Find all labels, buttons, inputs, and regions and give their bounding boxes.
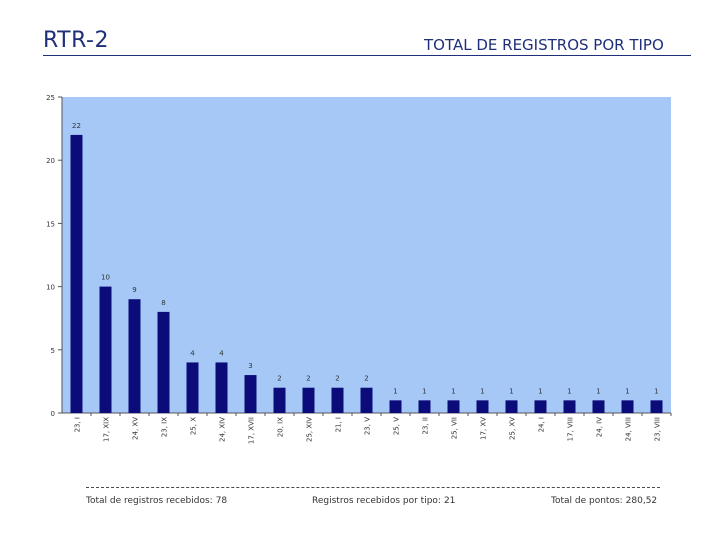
x-tick-label: 23, I xyxy=(74,417,82,432)
x-tick-label: 25, XIV xyxy=(306,417,314,442)
data-label: 2 xyxy=(277,375,281,383)
data-label: 2 xyxy=(364,375,368,383)
data-label: 1 xyxy=(567,387,571,395)
data-label: 22 xyxy=(72,122,81,130)
bar xyxy=(331,387,344,413)
data-label: 1 xyxy=(393,387,397,395)
bar xyxy=(389,400,402,413)
bar xyxy=(128,299,141,413)
bar xyxy=(99,286,112,413)
bar xyxy=(592,400,605,413)
data-label: 1 xyxy=(654,387,658,395)
x-tick-label: 17, VIII xyxy=(567,417,575,441)
x-tick-label: 24, IV xyxy=(596,417,604,437)
bar xyxy=(157,311,170,413)
footer-total-value: 78 xyxy=(215,496,228,506)
bar xyxy=(476,400,489,413)
slide-title: RTR-2 xyxy=(43,28,109,53)
bar xyxy=(447,400,460,413)
header-subtitle: TOTAL DE REGISTROS POR TIPO xyxy=(424,36,664,54)
footer-types-label: Registros recebidos por tipo: xyxy=(312,496,441,506)
x-tick-label: 24, XIV xyxy=(219,417,227,442)
x-tick-label: 17, XIX xyxy=(103,417,111,442)
data-label: 8 xyxy=(161,299,165,307)
x-tick-label: 21, I xyxy=(335,417,343,432)
footer-records-by-type: Registros recebidos por tipo: 21 xyxy=(312,496,455,506)
title-underline xyxy=(43,55,691,56)
bar xyxy=(360,387,373,413)
y-tick-label: 0 xyxy=(51,410,55,418)
bar xyxy=(650,400,663,413)
plot-area xyxy=(62,97,671,413)
data-label: 4 xyxy=(190,349,195,357)
footer-types-value: 21 xyxy=(443,496,456,506)
data-label: 1 xyxy=(625,387,629,395)
bar xyxy=(186,362,199,413)
footer-points-value: 280,52 xyxy=(625,496,658,506)
bar xyxy=(505,400,518,413)
bar xyxy=(418,400,431,413)
x-tick-label: 25, VII xyxy=(451,417,459,439)
data-label: 9 xyxy=(132,286,136,294)
y-tick-label: 25 xyxy=(46,94,55,102)
y-tick-label: 15 xyxy=(46,220,55,228)
bar xyxy=(215,362,228,413)
x-tick-label: 24, XV xyxy=(132,417,140,440)
data-label: 1 xyxy=(480,387,484,395)
data-label: 2 xyxy=(306,375,310,383)
x-tick-label: 24, VIII xyxy=(625,417,633,441)
x-tick-label: 17, XVII xyxy=(248,417,256,444)
x-tick-label: 23, II xyxy=(422,417,430,435)
data-label: 1 xyxy=(538,387,542,395)
y-tick-label: 10 xyxy=(46,284,55,292)
data-label: 1 xyxy=(509,387,513,395)
bar xyxy=(302,387,315,413)
data-label: 2 xyxy=(335,375,339,383)
bar xyxy=(621,400,634,413)
x-tick-label: 20, IX xyxy=(277,417,285,437)
x-tick-label: 24, I xyxy=(538,417,546,432)
bar xyxy=(534,400,547,413)
data-label: 1 xyxy=(596,387,600,395)
y-tick-label: 5 xyxy=(51,347,55,355)
footer-total-records: Total de registros recebidos: 78 xyxy=(86,496,227,506)
x-tick-label: 17, XV xyxy=(480,417,488,440)
x-tick-label: 23, V xyxy=(364,417,372,435)
bar xyxy=(273,387,286,413)
data-label: 3 xyxy=(248,362,252,370)
bar xyxy=(70,134,83,414)
bar xyxy=(563,400,576,413)
footer-divider xyxy=(86,487,660,488)
x-tick-label: 25, XV xyxy=(509,417,517,440)
footer-points-label: Total de pontos: xyxy=(551,496,623,506)
bar xyxy=(244,375,257,413)
x-tick-label: 25, V xyxy=(393,417,401,435)
footer-total-points: Total de pontos: 280,52 xyxy=(551,496,657,506)
x-tick-label: 25, X xyxy=(190,417,198,435)
data-label: 1 xyxy=(451,387,455,395)
y-tick-label: 20 xyxy=(46,157,55,165)
footer-total-label: Total de registros recebidos: xyxy=(86,496,213,506)
data-label: 4 xyxy=(219,349,224,357)
data-label: 10 xyxy=(101,274,110,282)
x-tick-label: 23, VIII xyxy=(654,417,662,441)
data-label: 1 xyxy=(422,387,426,395)
x-tick-label: 23, IX xyxy=(161,417,169,437)
